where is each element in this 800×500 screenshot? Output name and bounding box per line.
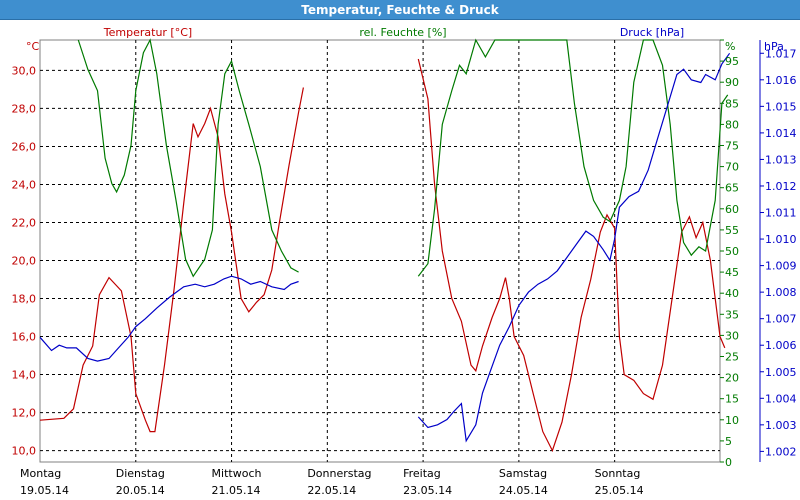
day-label: Montag	[20, 467, 61, 480]
temperature-tick-label: 24,0	[12, 178, 37, 191]
series-layer	[39, 38, 731, 453]
humidity-tick-label: 0	[725, 456, 732, 469]
humidity-tick-label: 40	[725, 287, 739, 300]
pressure-tick-label: 1.009	[765, 260, 797, 273]
pressure-tick-label: 1.011	[765, 207, 797, 220]
temperature-tick-label: 14,0	[12, 369, 37, 382]
temperature-tick-label: 28,0	[12, 102, 37, 115]
day-label: Sonntag	[595, 467, 641, 480]
humidity-tick-label: 10	[725, 414, 739, 427]
temperature-tick-label: 18,0	[12, 293, 37, 306]
humidity-tick-label: 50	[725, 245, 739, 258]
temperature-axis-label: Temperatur [°C]	[103, 26, 192, 39]
date-label: 22.05.14	[307, 484, 356, 497]
weather-chart: Temperatur [°C] rel. Feuchte [%] Druck […	[12, 26, 797, 497]
pressure-tick-label: 1.014	[765, 127, 797, 140]
pressure-tick-label: 1.006	[765, 339, 797, 352]
pressure-tick-label: 1.003	[765, 419, 797, 432]
grid	[40, 40, 720, 462]
pressure-tick-label: 1.016	[765, 74, 797, 87]
humidity-series-line	[417, 38, 729, 277]
date-label: 25.05.14	[595, 484, 644, 497]
humidity-axis-label: rel. Feuchte [%]	[359, 26, 446, 39]
humidity-tick-label: 65	[725, 182, 739, 195]
pressure-series-line	[39, 275, 299, 362]
date-label: 20.05.14	[116, 484, 165, 497]
date-label: 21.05.14	[212, 484, 261, 497]
humidity-tick-label: 45	[725, 266, 739, 279]
humidity-tick-label: 75	[725, 140, 739, 153]
humidity-tick-label: 35	[725, 308, 739, 321]
temperature-tick-label: 26,0	[12, 140, 37, 153]
pressure-series-line	[417, 52, 731, 443]
temperature-unit: °C	[26, 40, 40, 53]
day-label: Mittwoch	[212, 467, 262, 480]
humidity-tick-label: 55	[725, 224, 739, 237]
pressure-tick-label: 1.007	[765, 313, 797, 326]
date-label: 24.05.14	[499, 484, 548, 497]
pressure-unit: hPa	[764, 40, 784, 53]
humidity-tick-label: 25	[725, 351, 739, 364]
day-label: Dienstag	[116, 467, 165, 480]
pressure-tick-label: 1.005	[765, 366, 797, 379]
humidity-tick-label: %	[725, 40, 735, 53]
temperature-tick-label: 12,0	[12, 407, 37, 420]
temperature-tick-label: 10,0	[12, 445, 37, 458]
pressure-axis-label: Druck [hPa]	[620, 26, 684, 39]
humidity-tick-label: 90	[725, 76, 739, 89]
humidity-tick-label: 20	[725, 372, 739, 385]
pressure-tick-label: 1.013	[765, 153, 797, 166]
pressure-tick-label: 1.008	[765, 286, 797, 299]
axes-layer: Temperatur [°C] rel. Feuchte [%] Druck […	[12, 26, 797, 497]
temperature-tick-label: 30,0	[12, 64, 37, 77]
temperature-series-line	[417, 58, 726, 453]
temperature-tick-label: 20,0	[12, 255, 37, 268]
date-label: 23.05.14	[403, 484, 452, 497]
humidity-tick-label: 70	[725, 161, 739, 174]
humidity-tick-label: 60	[725, 203, 739, 216]
humidity-tick-label: 15	[725, 393, 739, 406]
pressure-tick-label: 1.015	[765, 100, 797, 113]
day-label: Samstag	[499, 467, 547, 480]
humidity-tick-label: 80	[725, 118, 739, 131]
pressure-tick-label: 1.002	[765, 445, 797, 458]
pressure-tick-label: 1.010	[765, 233, 797, 246]
date-label: 19.05.14	[20, 484, 69, 497]
pressure-tick-label: 1.017	[765, 47, 797, 60]
humidity-tick-label: 95	[725, 55, 739, 68]
temperature-tick-label: 16,0	[12, 331, 37, 344]
pressure-tick-label: 1.012	[765, 180, 797, 193]
humidity-tick-label: 5	[725, 435, 732, 448]
humidity-tick-label: 30	[725, 329, 739, 342]
plot-area	[39, 39, 721, 463]
pressure-tick-label: 1.004	[765, 392, 797, 405]
temperature-tick-label: 22,0	[12, 216, 37, 229]
humidity-tick-label: 85	[725, 97, 739, 110]
temperature-series-line	[39, 87, 304, 433]
day-label: Donnerstag	[307, 467, 371, 480]
window-title: Temperatur, Feuchte & Druck	[0, 0, 800, 20]
humidity-series-line	[77, 38, 299, 278]
day-label: Freitag	[403, 467, 441, 480]
